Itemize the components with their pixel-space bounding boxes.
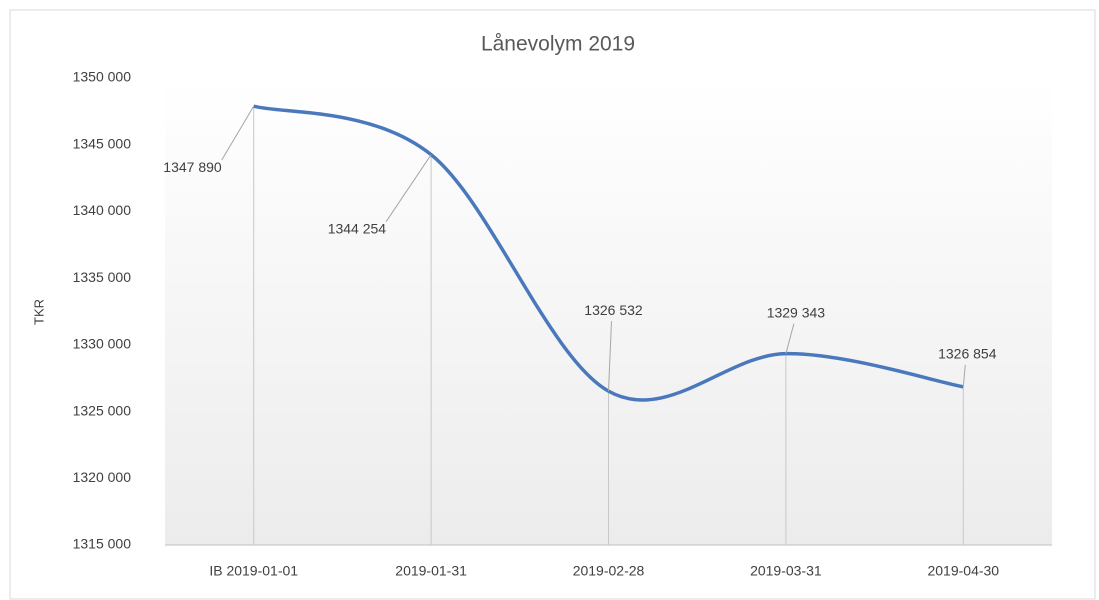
data-line xyxy=(253,104,964,402)
leader-line xyxy=(785,323,795,354)
y-tick-label: 1345 000 xyxy=(73,135,132,151)
y-tick-label: 1350 000 xyxy=(73,69,132,85)
x-tick-label: 2019-02-28 xyxy=(573,563,645,579)
y-tick-label: 1340 000 xyxy=(73,202,132,218)
data-label: 1329 343 xyxy=(767,304,826,320)
x-tick-label: 2019-03-31 xyxy=(750,563,822,579)
y-axis-label: TKR xyxy=(31,299,46,325)
x-tick-label: 2019-04-30 xyxy=(927,563,999,579)
data-label: 1347 890 xyxy=(163,159,222,175)
x-tick-label: 2019-01-31 xyxy=(395,563,467,579)
leader-line xyxy=(962,364,966,387)
y-tick-label: 1325 000 xyxy=(73,402,132,418)
leader-line xyxy=(608,321,612,392)
leader-line xyxy=(221,105,255,161)
data-label: 1326 854 xyxy=(938,346,997,362)
data-label: 1344 254 xyxy=(328,220,387,236)
x-tick-label: IB 2019-01-01 xyxy=(209,563,298,579)
leader-line xyxy=(385,154,432,222)
chart-title: Lånevolym 2019 xyxy=(481,33,635,56)
y-tick-label: 1315 000 xyxy=(73,536,132,552)
y-tick-label: 1330 000 xyxy=(73,336,132,352)
y-tick-label: 1320 000 xyxy=(73,469,132,485)
y-tick-label: 1335 000 xyxy=(73,269,132,285)
data-label: 1326 532 xyxy=(584,302,643,318)
